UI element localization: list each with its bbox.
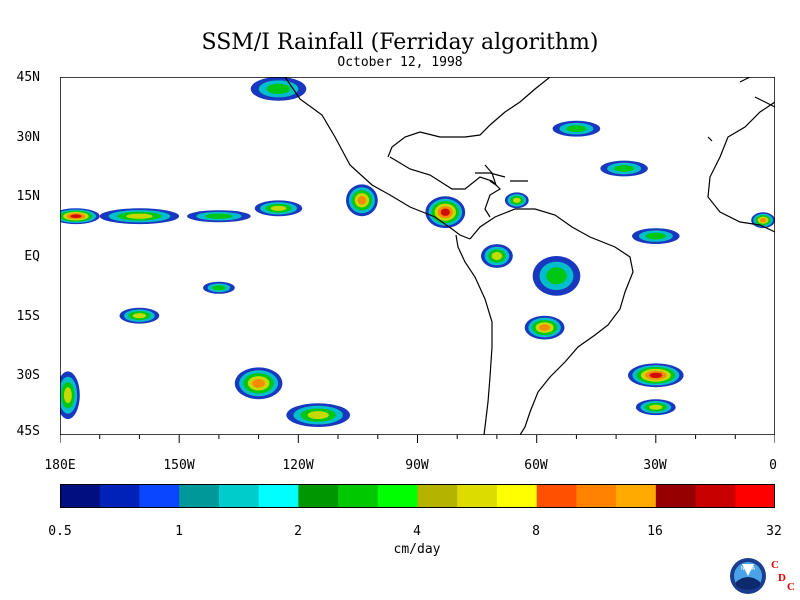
- colorbar-swatch: [377, 484, 418, 508]
- colorbar-label-16: 16: [647, 524, 663, 539]
- rain-layer: [60, 77, 775, 427]
- rain-region: [759, 218, 767, 223]
- lat-label-30s: 30S: [16, 368, 40, 383]
- rain-region: [252, 379, 266, 388]
- lon-label-30w: 30W: [643, 458, 667, 473]
- colorbar-swatch: [218, 484, 260, 508]
- colorbar-label-4: 4: [413, 524, 421, 539]
- colorbar-swatch: [616, 484, 657, 508]
- colorbar-swatch: [60, 484, 101, 508]
- lat-label-15s: 15S: [16, 309, 40, 324]
- rain-region: [512, 197, 521, 203]
- rain-region: [491, 252, 503, 260]
- coastlines: [284, 77, 775, 435]
- colorbar-swatch: [338, 484, 379, 508]
- lon-label-0: 0: [769, 458, 777, 473]
- rain-region: [440, 208, 450, 216]
- noaa-cdc-logo: NOAA C D C: [730, 558, 795, 594]
- colorbar-swatch: [258, 484, 299, 508]
- cdc-logo-d: D: [778, 572, 786, 584]
- colorbar-swatch: [457, 484, 498, 508]
- colorbar-swatch: [496, 484, 538, 508]
- map-title: SSM/I Rainfall (Ferriday algorithm): [201, 30, 599, 55]
- lon-label-120w: 120W: [282, 458, 314, 473]
- rain-region: [307, 411, 329, 420]
- map-date: October 12, 1998: [337, 55, 463, 70]
- cdc-logo-c1: C: [771, 559, 779, 571]
- rain-region: [566, 125, 587, 133]
- colorbar-swatch: [735, 484, 775, 508]
- colorbar: [60, 484, 775, 508]
- rain-region: [645, 232, 666, 240]
- rain-region: [132, 313, 146, 319]
- rain-region: [546, 267, 567, 285]
- lat-label-45n: 45N: [16, 70, 40, 85]
- rain-region: [539, 324, 550, 331]
- colorbar-label-0-5: 0.5: [48, 524, 72, 539]
- rain-region: [270, 205, 287, 211]
- colorbar-swatch: [99, 484, 140, 508]
- rain-region: [649, 404, 663, 410]
- noaa-logo-text: NOAA: [741, 566, 756, 572]
- colorbar-swatch: [417, 484, 458, 508]
- colorbar-swatch: [576, 484, 617, 508]
- colorbar-swatch: [139, 484, 180, 508]
- colorbar-label-32: 32: [766, 524, 782, 539]
- lat-label-eq: EQ: [24, 249, 40, 264]
- colorbar-swatch: [298, 484, 339, 508]
- rain-region: [266, 83, 291, 94]
- rain-region: [649, 372, 663, 378]
- colorbar-label-2: 2: [294, 524, 302, 539]
- rain-region: [357, 196, 367, 205]
- rain-region: [205, 213, 233, 219]
- rain-region: [70, 214, 82, 218]
- lat-label-15n: 15N: [16, 189, 40, 204]
- cdc-logo-c2: C: [787, 581, 795, 593]
- colorbar-swatch: [655, 484, 697, 508]
- colorbar-label-1: 1: [175, 524, 183, 539]
- lat-label-30n: 30N: [16, 130, 40, 145]
- lon-label-180e: 180E: [44, 458, 76, 473]
- lon-label-60w: 60W: [524, 458, 548, 473]
- colorbar-units: cm/day: [393, 542, 441, 557]
- lat-label-45s: 45S: [16, 424, 40, 439]
- colorbar-label-8: 8: [532, 524, 540, 539]
- colorbar-swatch: [536, 484, 577, 508]
- lon-label-90w: 90W: [405, 458, 429, 473]
- rain-region: [63, 387, 72, 404]
- lon-ticks: [60, 435, 775, 443]
- rain-region: [126, 213, 153, 219]
- rain-region: [212, 285, 226, 291]
- colorbar-swatch: [695, 484, 736, 508]
- lon-label-150w: 150W: [163, 458, 195, 473]
- colorbar-swatch: [179, 484, 220, 508]
- rainfall-map: [60, 77, 775, 435]
- rain-region: [613, 165, 635, 172]
